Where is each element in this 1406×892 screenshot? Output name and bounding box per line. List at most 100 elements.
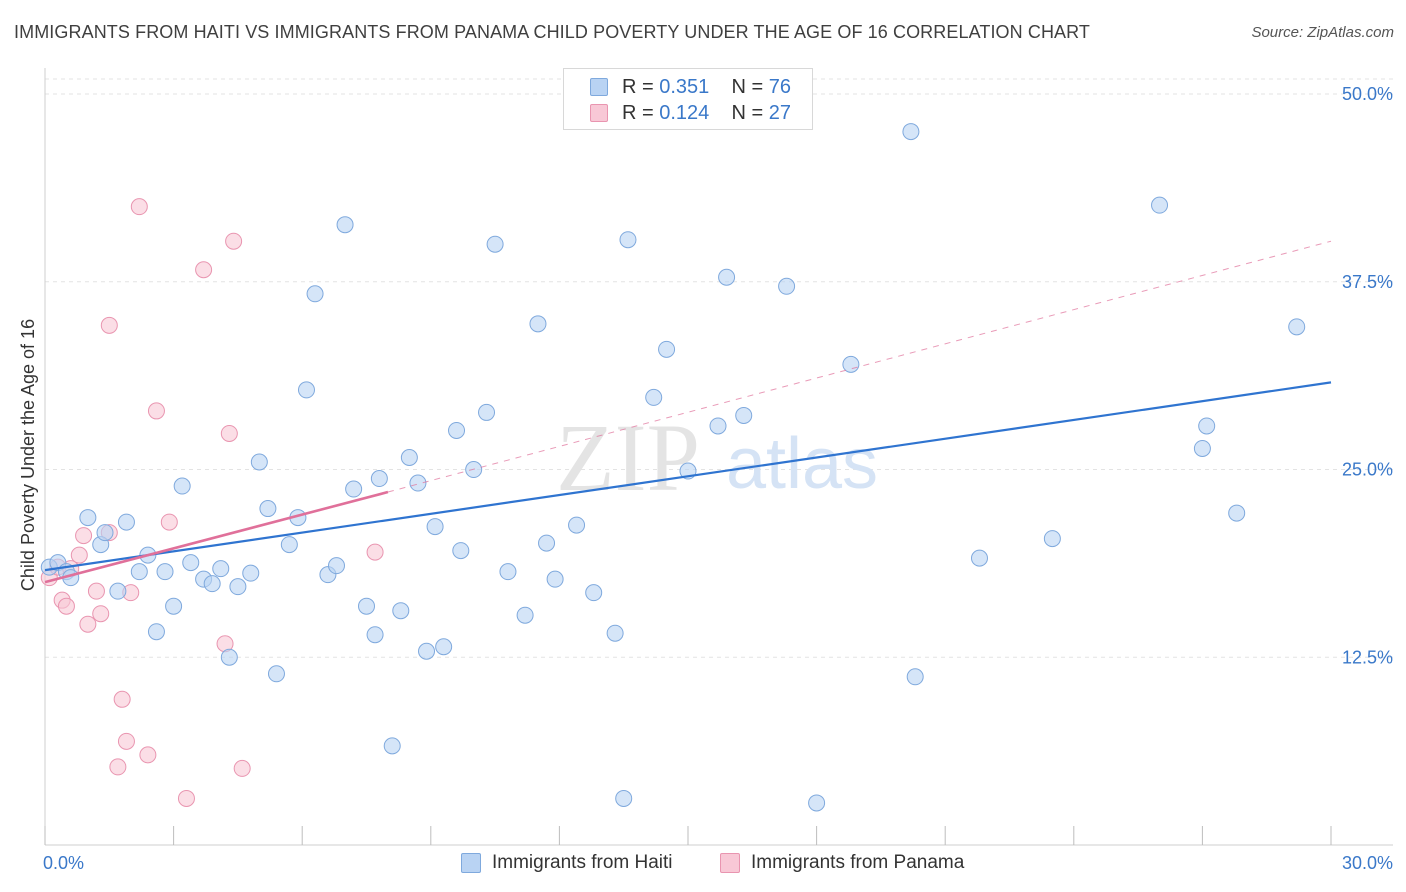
haiti-point [345,480,363,498]
y-tick-label: 12.5% [1342,647,1393,667]
haiti-point [529,315,547,333]
haiti-point [130,563,148,581]
panama-point [195,261,213,279]
haiti-point [778,277,796,295]
haiti-point [173,477,191,495]
haiti-point [203,575,221,593]
haiti-point [220,648,238,666]
haiti-n-label: N = [731,76,764,98]
panama-r-label: R = [622,102,654,124]
haiti-point [478,403,496,421]
panama-r-value: 0.124 [659,102,710,124]
haiti-point [117,513,135,531]
haiti-point [370,470,388,488]
haiti-point [842,355,860,373]
haiti-point [366,626,384,644]
haiti-point [1193,439,1211,457]
haiti-point [280,536,298,554]
haiti-point [165,597,183,615]
haiti-point [568,516,586,534]
haiti-point [486,235,504,253]
haiti-point [267,665,285,683]
watermark-zip: ZIP [556,404,700,511]
chart-title: IMMIGRANTS FROM HAITI VS IMMIGRANTS FROM… [14,22,1091,42]
panama-swatch [590,104,608,122]
haiti-point [400,448,418,466]
haiti-point [182,554,200,572]
panama-point [57,597,75,615]
haiti-point [538,534,556,552]
haiti-point [615,789,633,807]
haiti-point [109,582,127,600]
haiti-point [499,563,517,581]
panama-point [92,605,110,623]
haiti-point [96,524,114,542]
source-note: Source: ZipAtlas.com [1251,24,1394,41]
haiti-r-value: 0.351 [659,76,710,98]
haiti-point [250,453,268,471]
panama-trend-line [44,490,389,584]
panama-point [100,316,118,334]
axes [44,68,1393,846]
watermark: ZIP atlas [556,404,878,511]
x-tick-labels: 0.0% 30.0% [43,853,1393,873]
haiti-point [336,216,354,234]
bottom-panama-label: Immigrants from Panama [751,852,965,873]
haiti-point [147,623,165,641]
haiti-point [709,417,727,435]
haiti-point [906,668,924,686]
haiti-point [418,642,436,660]
haiti-point [448,421,466,439]
bottom-panama-swatch [720,853,740,873]
haiti-point [79,509,97,527]
panama-point [117,732,135,750]
haiti-point [1228,504,1246,522]
haiti-point [426,518,444,536]
haiti-r-label: R = [622,76,654,98]
haiti-point [156,563,174,581]
haiti-point [327,557,345,575]
haiti-point [383,737,401,755]
haiti-point [392,602,410,620]
bottom-haiti-swatch [461,853,481,873]
haiti-n-value: 76 [768,76,792,98]
stats-legend: R = 0.351 N = 76 R = 0.124 N = 27 [563,68,813,130]
panama-n-value: 27 [768,102,792,124]
haiti-point [1151,196,1169,214]
bottom-haiti-label: Immigrants from Haiti [492,852,673,873]
panama-point [113,690,131,708]
haiti-point [970,549,988,567]
y-axis-label: Child Poverty Under the Age of 16 [18,319,38,591]
haiti-point [435,638,453,656]
haiti-trend-line [44,381,1332,572]
haiti-point [212,560,230,578]
haiti-point [619,231,637,249]
panama-point [79,615,97,633]
panama-points [40,198,384,807]
panama-point [70,546,88,564]
panama-point [160,513,178,531]
haiti-point [358,597,375,615]
y-tick-labels: 12.5% 25.0% 37.5% 50.0% [1342,84,1393,667]
haiti-point [306,285,324,303]
panama-point [220,424,238,442]
haiti-point [452,542,470,560]
haiti-point [297,381,315,399]
trend-lines [44,240,1332,584]
panama-point [147,402,165,420]
y-tick-label: 37.5% [1342,272,1393,292]
y-tick-label: 50.0% [1342,84,1393,104]
haiti-point [645,388,663,406]
haiti-point [242,564,260,582]
panama-point [177,789,195,807]
haiti-point [808,794,826,812]
x-tick-label: 0.0% [43,853,84,873]
panama-n-label: N = [731,102,764,124]
panama-point [225,232,243,250]
y-tick-label: 25.0% [1342,460,1393,480]
haiti-point [1043,530,1061,548]
panama-point [130,198,148,216]
panama-point [75,527,93,545]
haiti-point [546,570,564,588]
